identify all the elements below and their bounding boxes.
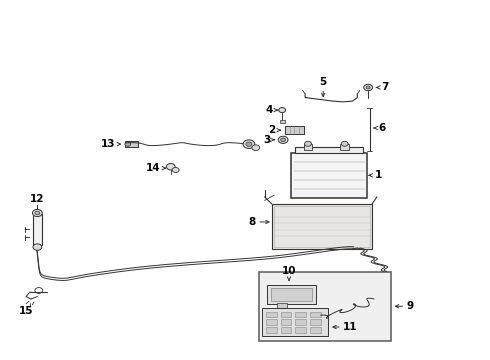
Bar (281, 327, 292, 333)
Bar (295, 327, 306, 333)
Circle shape (246, 142, 252, 146)
Circle shape (166, 163, 175, 170)
Bar (266, 319, 277, 325)
Text: 13: 13 (100, 139, 115, 149)
Bar (292, 153, 367, 198)
Bar (310, 319, 321, 325)
Bar (340, 144, 349, 149)
Bar (285, 126, 304, 134)
Text: 4: 4 (266, 105, 273, 115)
Bar (277, 303, 287, 308)
Bar (274, 206, 369, 247)
Bar (125, 141, 138, 147)
Bar (272, 204, 372, 249)
Text: 8: 8 (248, 217, 256, 227)
Bar (262, 308, 328, 336)
Text: 5: 5 (319, 77, 327, 87)
Text: 9: 9 (407, 301, 414, 311)
Bar (295, 319, 306, 325)
Circle shape (366, 86, 370, 89)
Text: 2: 2 (268, 125, 275, 135)
Text: 1: 1 (375, 170, 382, 180)
Circle shape (172, 167, 179, 172)
Circle shape (252, 145, 260, 150)
Circle shape (281, 138, 286, 141)
Circle shape (125, 142, 131, 146)
Circle shape (279, 108, 286, 113)
Circle shape (341, 141, 348, 146)
Bar (33, 214, 42, 245)
Text: 14: 14 (146, 163, 160, 173)
Circle shape (278, 136, 288, 143)
Circle shape (243, 140, 255, 148)
Text: 10: 10 (282, 266, 296, 276)
Bar (281, 312, 292, 318)
Circle shape (305, 141, 312, 146)
Bar (280, 121, 285, 123)
Bar (295, 312, 306, 318)
Text: 6: 6 (378, 123, 386, 133)
Bar (295, 147, 363, 153)
Bar (310, 327, 321, 333)
Text: 3: 3 (263, 135, 270, 145)
Circle shape (33, 244, 42, 250)
Bar (267, 285, 316, 304)
Text: 7: 7 (381, 82, 388, 93)
Bar (259, 272, 391, 341)
Bar (266, 327, 277, 333)
Text: 12: 12 (30, 194, 45, 204)
Bar (281, 319, 292, 325)
Circle shape (32, 210, 42, 217)
Bar (304, 144, 313, 149)
Circle shape (35, 211, 40, 215)
Bar (266, 312, 277, 318)
Circle shape (364, 84, 372, 91)
Bar (271, 288, 312, 301)
Bar (310, 312, 321, 318)
Text: 11: 11 (343, 322, 358, 332)
Text: 15: 15 (19, 306, 33, 316)
